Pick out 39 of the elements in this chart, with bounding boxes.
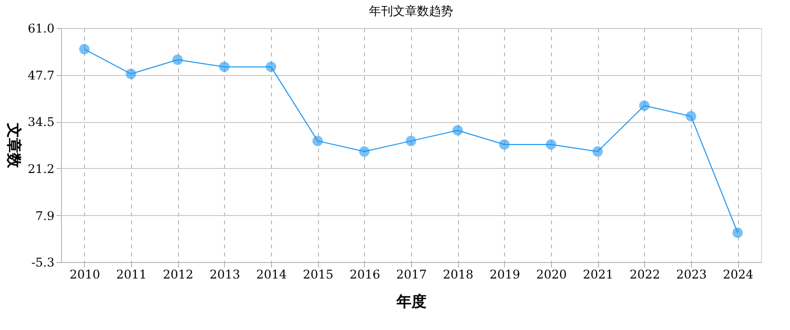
point — [312, 136, 323, 146]
x-tick-label: 2017 — [396, 268, 427, 282]
x-tick-label: 2013 — [210, 268, 240, 282]
x-tick-label: 2012 — [162, 268, 194, 282]
point — [732, 227, 743, 238]
y-tick-label: 61.0 — [28, 22, 54, 36]
y-tick-label: 34.5 — [28, 115, 54, 130]
point — [592, 146, 603, 157]
point — [79, 44, 90, 54]
y-axis-title: 文章数 — [4, 122, 23, 169]
x-tick-label: 2018 — [442, 268, 474, 282]
point — [126, 68, 136, 80]
x-tick-label: 2019 — [490, 268, 520, 282]
x-tick-label: 2022 — [630, 268, 660, 282]
chart-title: 年刊文章数趋势 — [369, 4, 453, 18]
point — [266, 62, 276, 72]
x-tick-label: 2016 — [350, 268, 380, 282]
point — [546, 139, 556, 150]
x-axis-title: 年度 — [396, 292, 426, 310]
x-tick-label: 2010 — [70, 268, 100, 282]
y-tick-label: 7.9 — [35, 208, 54, 223]
y-tick-label: 21.2 — [28, 162, 54, 176]
x-tick-label: 2021 — [582, 268, 614, 282]
y-tick-label: 47.7 — [28, 68, 54, 82]
point — [219, 62, 230, 72]
point — [359, 146, 370, 157]
y-tick-label: -5.3 — [31, 256, 54, 270]
point — [686, 111, 696, 122]
point — [499, 139, 510, 150]
x-tick-label: 2023 — [676, 268, 707, 282]
point — [639, 100, 650, 111]
x-tick-label: 2011 — [116, 268, 147, 282]
x-tick-label: 2024 — [722, 268, 754, 282]
x-tick-label: 2020 — [536, 268, 567, 282]
x-tick-label: 2014 — [256, 268, 288, 282]
point — [452, 125, 463, 136]
x-tick-label: 2015 — [302, 268, 334, 282]
point — [172, 54, 183, 65]
point — [406, 136, 416, 146]
